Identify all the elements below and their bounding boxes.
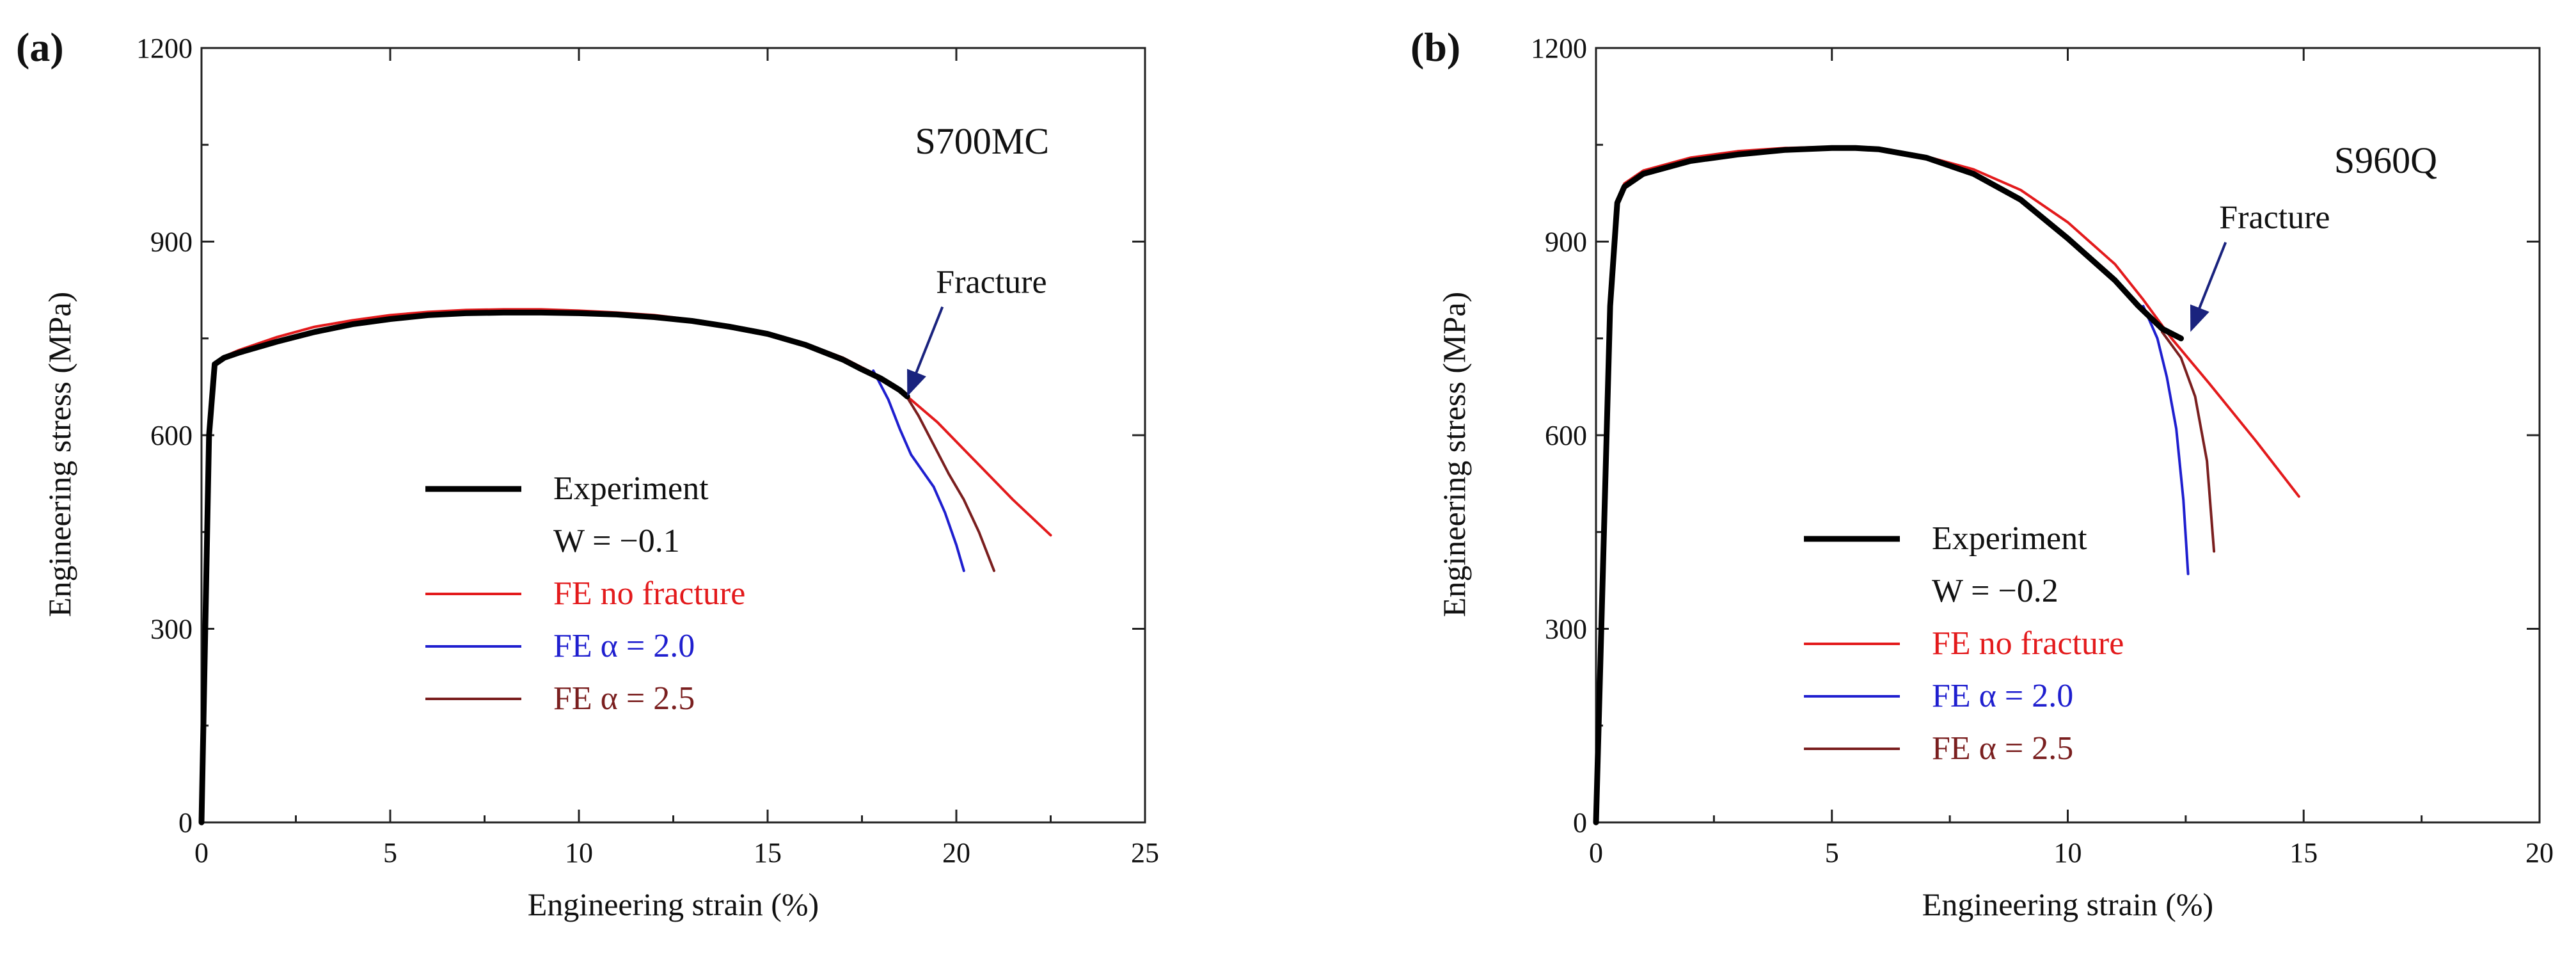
x-tick-label: 10 [2054, 837, 2082, 868]
y-tick-label: 600 [150, 420, 193, 451]
legend-fe-no-fracture-label: FE no fracture [1932, 625, 2124, 662]
series-experiment-line [1593, 145, 2184, 826]
panel-a: 0 5 10 15 20 25 0 300 600 900 1200 Engineering stra… [16, 24, 1159, 922]
legend-fe-alpha-2-label: FE α = 2.5 [1932, 730, 2073, 767]
panel-b: 0 5 10 15 20 0 300 600 900 1200 Engineering strain… [1410, 24, 2554, 922]
fracture-arrow-head [2190, 304, 2209, 332]
x-tick-label: 20 [942, 837, 970, 868]
y-tick-label: 600 [1545, 420, 1587, 451]
legend-fe-alpha-1-label: FE α = 2.0 [1932, 678, 2073, 714]
fracture-arrow-shaft [911, 306, 944, 383]
legend-parameter-label: W = −0.2 [1932, 573, 2058, 609]
legend-fe-no-fracture-label: FE no fracture [553, 575, 745, 612]
y-tick-label: 900 [150, 227, 193, 258]
series-fe-alpha-2-line [902, 390, 995, 572]
x-tick-label: 0 [194, 837, 209, 868]
series-experiment-line [198, 309, 910, 826]
x-tick-label: 0 [1589, 837, 1603, 868]
fracture-arrow-shaft [2194, 241, 2227, 319]
x-tick-label: 5 [383, 837, 397, 868]
y-tick-label: 300 [150, 614, 193, 645]
material-label: S960Q [2334, 140, 2437, 181]
legend-fe-alpha-2-label: FE α = 2.5 [553, 680, 695, 717]
y-tick-label: 0 [1573, 807, 1587, 838]
series-fe-alpha-1-line [2142, 305, 2190, 575]
legend-experiment-label: Experiment [1932, 520, 2087, 557]
x-axis-label: Engineering strain (%) [528, 886, 819, 922]
y-tick-label: 900 [1545, 227, 1587, 258]
y-axis-label: Engineering stress (MPa) [42, 292, 77, 617]
fracture-annotation: Fracture [2219, 200, 2330, 236]
series-fe-alpha-1-line [872, 369, 965, 572]
y-tick-label: 0 [178, 807, 193, 838]
y-axis-label: Engineering stress (MPa) [1436, 292, 1472, 617]
x-tick-label: 10 [565, 837, 593, 868]
legend-fe-alpha-1-label: FE α = 2.0 [553, 628, 695, 664]
x-tick-label: 5 [1825, 837, 1839, 868]
legend-parameter-label: W = −0.1 [553, 523, 680, 559]
y-tick-label: 1200 [136, 33, 193, 64]
x-tick-label: 15 [754, 837, 782, 868]
series-fe-no-fracture-line [200, 308, 1052, 824]
x-tick-label: 20 [2525, 837, 2554, 868]
legend-experiment-label: Experiment [553, 470, 709, 507]
material-label: S700MC [915, 120, 1049, 162]
fracture-annotation: Fracture [936, 264, 1047, 301]
x-tick-label: 15 [2289, 837, 2318, 868]
series-fe-no-fracture-line [1595, 145, 2300, 824]
x-axis-label: Engineering strain (%) [1922, 886, 2213, 922]
y-tick-label: 1200 [1531, 33, 1587, 64]
x-tick-label: 25 [1131, 837, 1159, 868]
y-tick-label: 300 [1545, 614, 1587, 645]
fracture-arrow-head [907, 369, 926, 397]
panel-label: (b) [1410, 24, 1460, 70]
series-fe-alpha-2-line [2161, 330, 2216, 553]
panel-label: (a) [16, 24, 64, 70]
